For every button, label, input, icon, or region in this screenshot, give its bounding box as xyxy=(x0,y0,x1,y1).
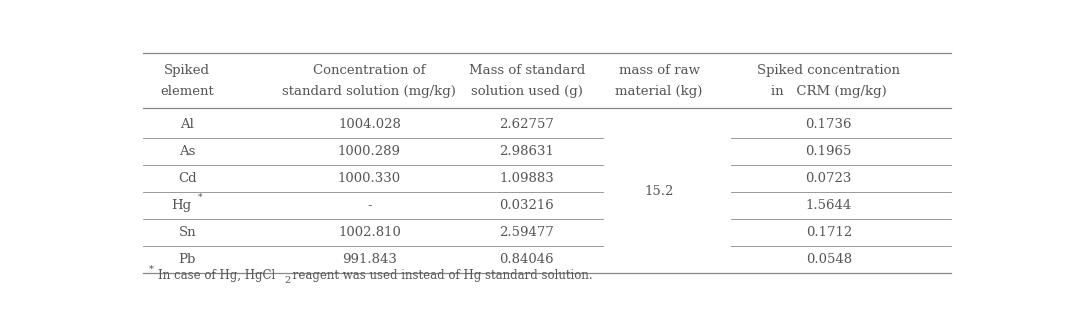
Text: 0.1965: 0.1965 xyxy=(805,145,852,158)
Text: in   CRM (mg/kg): in CRM (mg/kg) xyxy=(771,85,886,98)
Text: Mass of standard: Mass of standard xyxy=(469,64,585,77)
Text: 1002.810: 1002.810 xyxy=(337,226,400,239)
Text: *: * xyxy=(148,265,154,274)
Text: *: * xyxy=(198,193,202,202)
Text: Sn: Sn xyxy=(178,226,197,239)
Text: Spiked concentration: Spiked concentration xyxy=(757,64,900,77)
Text: 2.59477: 2.59477 xyxy=(499,226,554,239)
Text: 2.62757: 2.62757 xyxy=(499,118,554,131)
Text: 991.843: 991.843 xyxy=(342,253,397,266)
Text: 0.84046: 0.84046 xyxy=(500,253,554,266)
Text: Concentration of: Concentration of xyxy=(313,64,426,77)
Text: Spiked: Spiked xyxy=(164,64,210,77)
Text: 0.0723: 0.0723 xyxy=(805,172,852,185)
Text: reagent was used instead of Hg standard solution.: reagent was used instead of Hg standard … xyxy=(289,269,593,282)
Text: 2: 2 xyxy=(284,277,290,285)
Text: In case of Hg, HgCl: In case of Hg, HgCl xyxy=(158,269,276,282)
Text: 15.2: 15.2 xyxy=(644,185,674,198)
Text: 1000.330: 1000.330 xyxy=(337,172,400,185)
Text: element: element xyxy=(160,85,215,98)
Text: solution used (g): solution used (g) xyxy=(471,85,583,98)
Text: Hg: Hg xyxy=(172,199,191,212)
Text: standard solution (mg/kg): standard solution (mg/kg) xyxy=(282,85,456,98)
Text: mass of raw: mass of raw xyxy=(618,64,700,77)
Text: material (kg): material (kg) xyxy=(615,85,703,98)
Text: -: - xyxy=(367,199,372,212)
Text: 1000.289: 1000.289 xyxy=(337,145,400,158)
Text: 2.98631: 2.98631 xyxy=(499,145,554,158)
Text: Pb: Pb xyxy=(178,253,197,266)
Text: Cd: Cd xyxy=(178,172,197,185)
Text: 0.0548: 0.0548 xyxy=(805,253,852,266)
Text: 0.1712: 0.1712 xyxy=(805,226,852,239)
Text: 1.09883: 1.09883 xyxy=(499,172,554,185)
Text: Al: Al xyxy=(180,118,194,131)
Text: As: As xyxy=(179,145,195,158)
Text: 0.1736: 0.1736 xyxy=(805,118,852,131)
Text: 0.03216: 0.03216 xyxy=(499,199,554,212)
Text: 1.5644: 1.5644 xyxy=(805,199,852,212)
Text: 1004.028: 1004.028 xyxy=(337,118,400,131)
